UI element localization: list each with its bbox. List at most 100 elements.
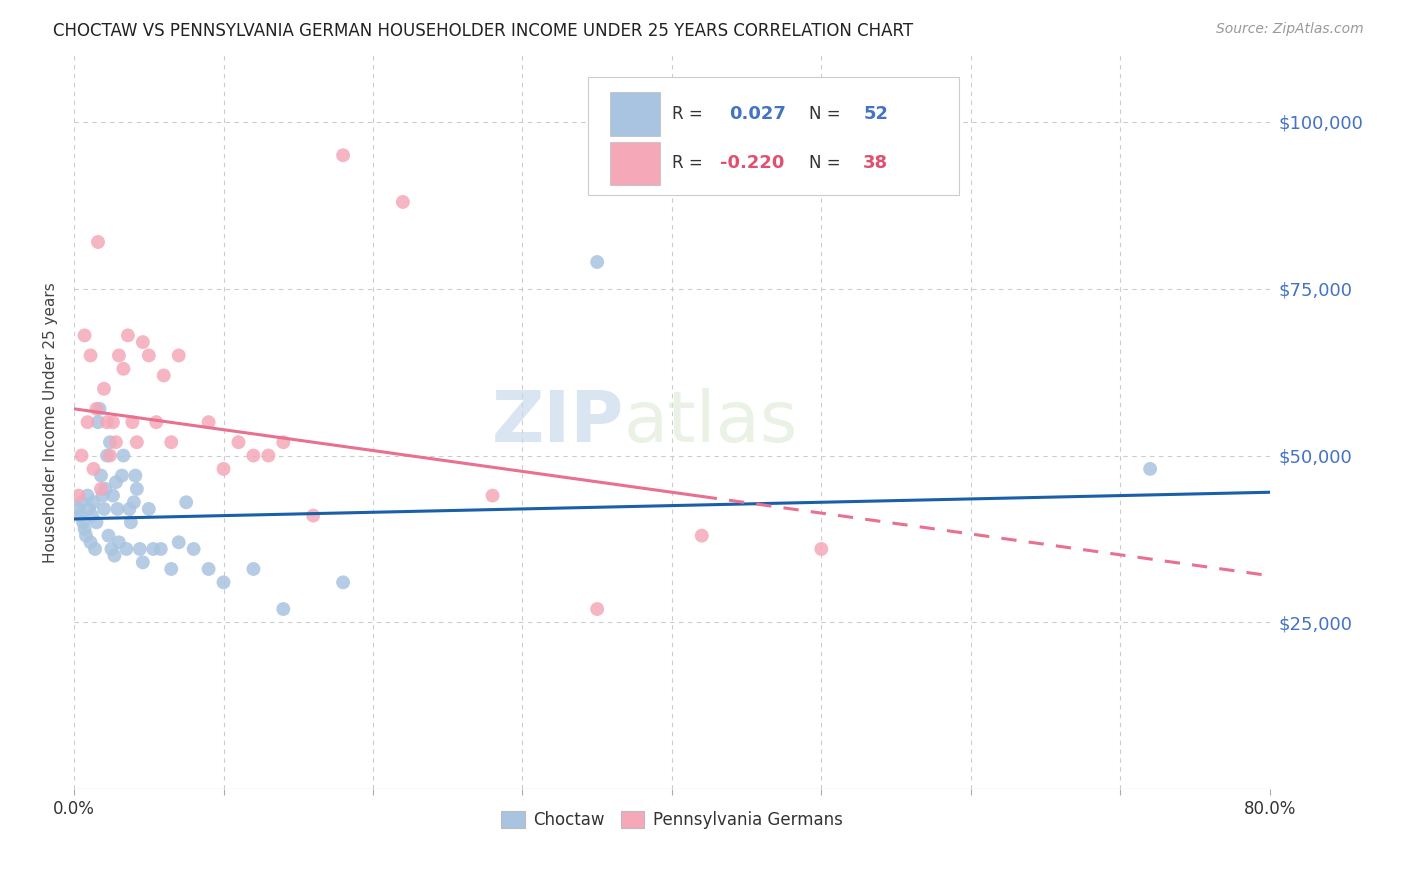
Point [93, 382, 115, 396]
Point [111, 468, 134, 483]
Point [690, 528, 713, 542]
Point [586, 602, 609, 616]
Point [69, 508, 91, 523]
Point [242, 562, 264, 576]
Y-axis label: Householder Income Under 25 years: Householder Income Under 25 years [44, 282, 58, 563]
Point [122, 495, 145, 509]
Text: R =: R = [672, 154, 707, 172]
Point [104, 475, 127, 490]
Point [152, 368, 174, 383]
Legend: Choctaw, Pennsylvania Germans: Choctaw, Pennsylvania Germans [495, 805, 849, 836]
Point [107, 502, 129, 516]
Point [117, 328, 139, 343]
Point [79, 535, 101, 549]
Point [160, 562, 183, 576]
Point [93, 502, 115, 516]
Point [124, 468, 146, 483]
FancyBboxPatch shape [588, 78, 959, 194]
Point [132, 555, 155, 569]
Point [125, 435, 148, 450]
Point [73, 522, 96, 536]
Point [810, 541, 832, 556]
Point [86, 401, 108, 416]
Point [212, 462, 235, 476]
Point [79, 348, 101, 362]
Point [160, 435, 183, 450]
FancyBboxPatch shape [610, 142, 659, 185]
Point [96, 449, 118, 463]
Point [89, 401, 111, 416]
Point [98, 449, 121, 463]
Point [273, 435, 295, 450]
Point [242, 449, 264, 463]
Point [145, 415, 167, 429]
Point [128, 541, 150, 556]
Point [257, 449, 280, 463]
Point [138, 502, 160, 516]
Point [97, 528, 120, 542]
Point [67, 502, 90, 516]
Point [86, 516, 108, 530]
Text: 52: 52 [863, 105, 889, 123]
Point [75, 528, 97, 542]
Point [90, 482, 112, 496]
Point [125, 482, 148, 496]
Point [70, 449, 93, 463]
Point [118, 502, 141, 516]
FancyBboxPatch shape [610, 92, 659, 136]
Point [103, 549, 125, 563]
Point [76, 489, 98, 503]
Text: -0.220: -0.220 [720, 154, 785, 172]
Point [197, 562, 219, 576]
Point [212, 575, 235, 590]
Point [121, 415, 143, 429]
Point [72, 516, 94, 530]
Point [149, 541, 172, 556]
Point [108, 348, 131, 362]
Point [98, 435, 121, 450]
Text: R =: R = [672, 105, 707, 123]
Text: atlas: atlas [624, 388, 799, 457]
Text: Source: ZipAtlas.com: Source: ZipAtlas.com [1216, 22, 1364, 37]
Point [80, 508, 103, 523]
Point [120, 516, 142, 530]
Point [586, 255, 609, 269]
Text: ZIP: ZIP [492, 388, 624, 457]
Point [273, 602, 295, 616]
Text: N =: N = [810, 105, 846, 123]
Point [302, 508, 325, 523]
Point [101, 415, 124, 429]
Point [392, 194, 415, 209]
Point [83, 462, 105, 476]
Text: 38: 38 [863, 154, 889, 172]
Point [91, 489, 114, 503]
Point [96, 415, 118, 429]
Point [101, 489, 124, 503]
Point [481, 489, 503, 503]
Point [76, 415, 98, 429]
Point [112, 449, 135, 463]
Text: N =: N = [810, 154, 846, 172]
Point [332, 148, 354, 162]
Point [197, 415, 219, 429]
Point [83, 495, 105, 509]
Point [90, 468, 112, 483]
Point [104, 435, 127, 450]
Point [1139, 462, 1161, 476]
Point [132, 335, 155, 350]
Point [73, 328, 96, 343]
Point [332, 575, 354, 590]
Point [84, 541, 107, 556]
Point [228, 435, 250, 450]
Point [115, 541, 138, 556]
Text: 0.027: 0.027 [730, 105, 786, 123]
Point [183, 541, 205, 556]
Point [142, 541, 165, 556]
Point [100, 541, 122, 556]
Point [112, 361, 135, 376]
Point [138, 348, 160, 362]
Point [77, 502, 100, 516]
Point [108, 535, 131, 549]
Point [167, 348, 190, 362]
Point [87, 415, 110, 429]
